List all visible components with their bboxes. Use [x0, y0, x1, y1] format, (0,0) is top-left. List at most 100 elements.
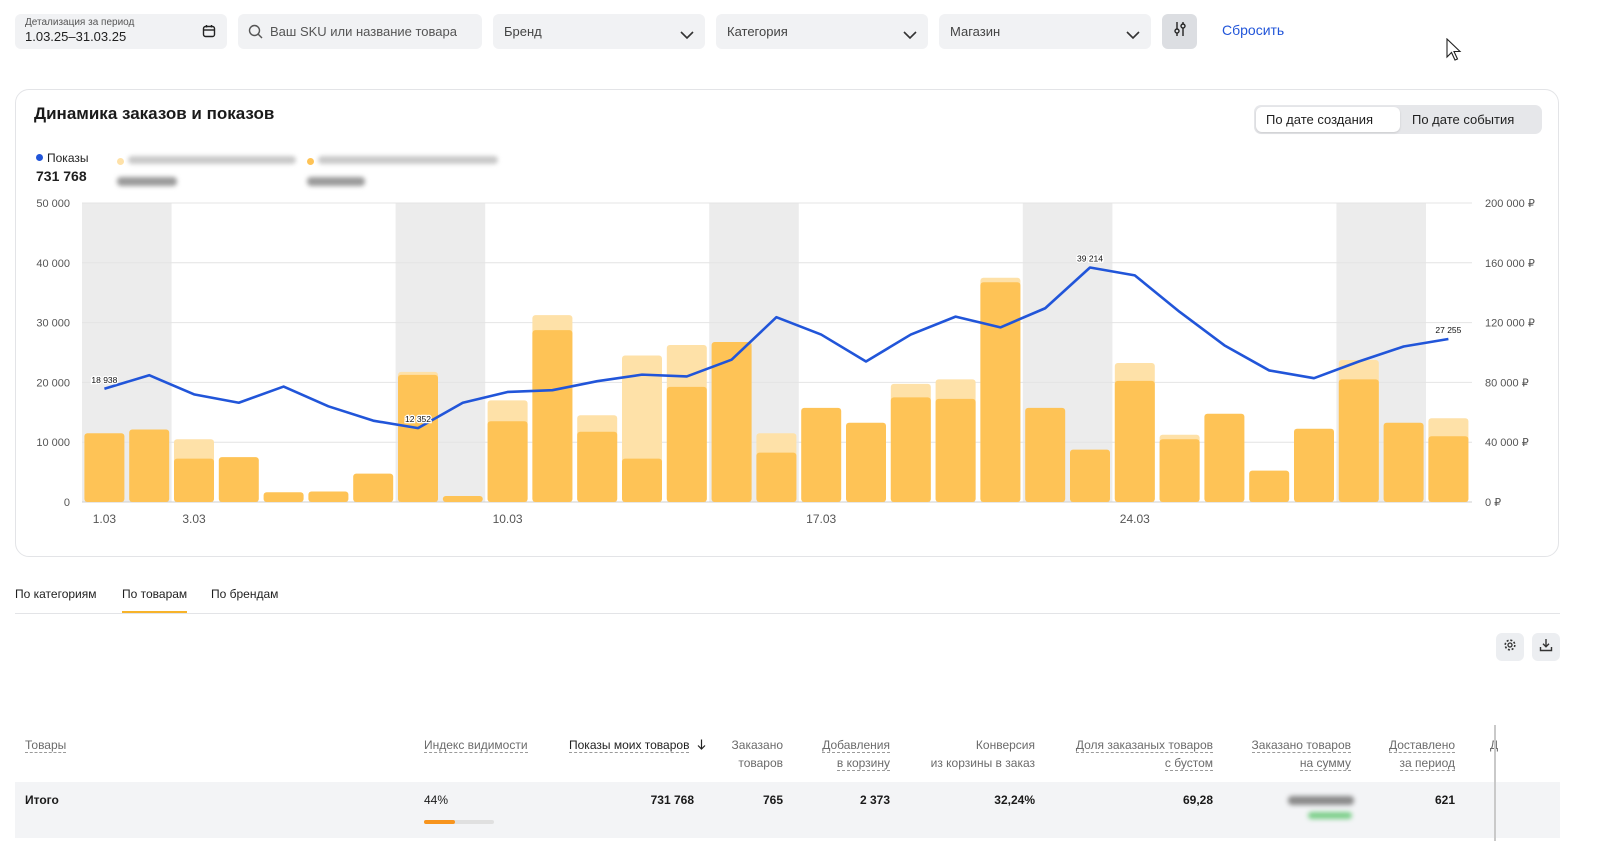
y-right-tick-label: 0 ₽ — [1485, 497, 1501, 509]
col-header-product[interactable]: Товары — [25, 736, 67, 754]
line-data-label: 12 352 — [405, 414, 431, 424]
bar-delivered — [353, 473, 394, 502]
table-settings-button[interactable] — [1496, 633, 1524, 661]
bar-delivered — [846, 422, 886, 502]
bar-delivered — [442, 496, 483, 502]
col-header-impressions[interactable]: Показы моих товаров — [569, 736, 706, 755]
bar-delivered — [801, 407, 842, 502]
y-left-tick-label: 20 000 — [36, 377, 70, 389]
bar-delivered — [890, 397, 931, 502]
table-total-row — [15, 782, 1560, 838]
col-header-label: Конверсия — [975, 738, 1035, 752]
bar-delivered — [1025, 407, 1066, 502]
sort-desc-icon — [697, 737, 706, 755]
visibility-progress-bar — [424, 820, 494, 824]
filter-settings-button[interactable] — [1162, 14, 1197, 49]
period-label: Детализация за период — [25, 17, 135, 28]
total-visibility: 44% — [424, 793, 449, 807]
mouse-cursor-icon — [1446, 37, 1462, 67]
col-header-ordered-sum[interactable]: Заказано товаров на сумму — [1251, 736, 1351, 772]
download-button[interactable] — [1532, 633, 1560, 661]
toggle-by-creation-date[interactable]: По дате создания — [1256, 107, 1400, 132]
x-tick-label: 3.03 — [182, 512, 206, 526]
y-right-tick-label: 160 000 ₽ — [1485, 258, 1535, 270]
total-delivered: 621 — [1434, 793, 1455, 807]
shop-select-label: Магазин — [950, 24, 1001, 39]
total-label: Итого — [25, 793, 59, 807]
tab-by-categories[interactable]: По категориям — [15, 587, 97, 601]
tab-by-products[interactable]: По товарам — [122, 587, 188, 613]
y-left-tick-label: 30 000 — [36, 318, 70, 330]
bar-delivered — [1159, 439, 1200, 502]
legend-series-name: Показы — [47, 151, 89, 165]
bar-delivered — [1294, 428, 1334, 502]
col-header-cart[interactable]: Добавления в корзину — [822, 736, 890, 772]
search-icon — [248, 24, 263, 44]
bar-delivered — [174, 458, 214, 502]
col-header-visibility[interactable]: Индекс видимости — [424, 736, 528, 754]
col-header-label: за период — [1399, 756, 1455, 771]
legend-ordered-blurred[interactable] — [117, 152, 296, 186]
bar-delivered — [84, 433, 125, 502]
col-header-conversion[interactable]: Конверсия из корзины в заказ — [931, 736, 1035, 772]
legend-delivered-blurred[interactable] — [307, 152, 498, 186]
search-input[interactable]: Ваш SKU или название товара — [238, 14, 482, 49]
y-right-tick-label: 40 000 ₽ — [1485, 437, 1529, 449]
shop-select[interactable]: Магазин — [939, 14, 1151, 49]
breakdown-tabs: По категориям По товарам По брендам — [15, 583, 1560, 614]
blurred-sum-delta — [1308, 812, 1352, 819]
legend-impressions[interactable]: Показы 731 768 — [36, 151, 88, 184]
series-dot — [307, 158, 314, 165]
bar-delivered — [577, 431, 618, 502]
bar-delivered — [935, 398, 976, 502]
chevron-down-icon — [903, 27, 917, 45]
chevron-down-icon — [680, 27, 694, 45]
period-picker[interactable]: Детализация за период 1.03.25–31.03.25 — [15, 14, 227, 49]
toggle-by-event-date[interactable]: По дате события — [1412, 112, 1515, 127]
y-right-tick-label: 200 000 ₽ — [1485, 198, 1535, 210]
gear-icon — [1503, 638, 1517, 657]
col-header-label: товаров — [738, 756, 783, 770]
calendar-icon[interactable] — [202, 24, 216, 43]
total-impressions: 731 768 — [650, 793, 694, 807]
card-title: Динамика заказов и показов — [34, 104, 275, 123]
x-tick-label: 24.03 — [1120, 512, 1150, 526]
category-select[interactable]: Категория — [716, 14, 928, 49]
total-boost-share: 69,28 — [1182, 793, 1213, 807]
bar-delivered — [1249, 470, 1290, 502]
col-header-label: Заказано товаров — [1251, 738, 1351, 753]
col-header-label: Доставлено — [1388, 738, 1455, 753]
total-conversion: 32,24% — [994, 793, 1035, 807]
col-header-boost-share[interactable]: Доля заказаных товаров с бустом — [1075, 736, 1213, 772]
y-left-tick-label: 40 000 — [36, 258, 70, 270]
bar-delivered — [666, 386, 707, 502]
col-header-label: Доля заказаных товаров — [1075, 738, 1213, 753]
bar-delivered — [756, 452, 797, 502]
brand-select[interactable]: Бренд — [493, 14, 705, 49]
x-tick-label: 17.03 — [806, 512, 836, 526]
bar-delivered — [532, 330, 573, 502]
x-tick-label: 10.03 — [493, 512, 523, 526]
bar-delivered — [711, 342, 752, 502]
sliders-icon — [1173, 21, 1187, 42]
col-header-ordered[interactable]: Заказано товаров — [732, 736, 783, 772]
col-header-label: на сумму — [1299, 756, 1351, 771]
blurred-sum-value — [1288, 796, 1354, 805]
col-header-label: Добавления — [822, 738, 890, 753]
blurred-number — [117, 177, 177, 186]
col-header-label: Товары — [25, 738, 67, 753]
search-placeholder: Ваш SKU или название товара — [270, 24, 457, 39]
legend-series-total: 731 768 — [36, 168, 87, 184]
blurred-text — [128, 156, 296, 164]
reset-filters-link[interactable]: Сбросить — [1222, 22, 1285, 38]
y-left-tick-label: 0 — [64, 497, 70, 509]
col-header-delivered[interactable]: Доставлено за период — [1388, 736, 1455, 772]
bar-delivered — [398, 374, 438, 502]
col-header-label: в корзину — [836, 756, 890, 771]
date-mode-toggle: По дате создания По дате события — [1254, 105, 1542, 134]
y-right-tick-label: 80 000 ₽ — [1485, 377, 1529, 389]
bar-delivered — [1338, 379, 1379, 502]
sticky-column-divider — [1494, 725, 1496, 841]
col-header-label: Заказано — [731, 738, 783, 752]
tab-by-brands[interactable]: По брендам — [211, 587, 279, 601]
